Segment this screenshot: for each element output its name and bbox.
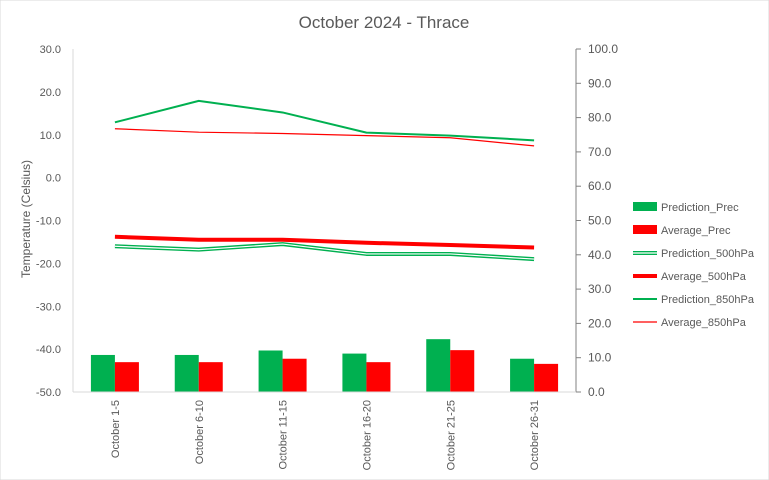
legend-label-average-500hpa: Average_500hPa [661, 271, 747, 283]
legend-label-average-850hpa: Average_850hPa [661, 317, 747, 329]
legend-label-prediction-prec: Prediction_Prec [661, 202, 739, 214]
line-prediction-850hpa [114, 99, 535, 142]
line-average-850hpa [114, 128, 535, 147]
bar-prediction-prec-5 [426, 339, 451, 392]
y-left-tick-label: -50.0 [36, 387, 61, 399]
y-right-tick-label: 20.0 [588, 316, 612, 330]
y-right-tick-label: 90.0 [588, 76, 612, 90]
y-left-tick-label: -40.0 [36, 344, 61, 356]
y-right-tick-label: 100.0 [588, 42, 618, 56]
legend: Prediction_Prec Average_Prec Prediction_50… [633, 202, 755, 329]
line-average-500hpa [114, 234, 535, 250]
legend-label-average-prec: Average_Prec [661, 225, 731, 237]
y-left-tick-label: 30.0 [40, 44, 61, 56]
y-right-tick-label: 80.0 [588, 111, 612, 125]
x-tick-label: October 21-25 [445, 400, 457, 470]
y-right-tick-label: 0.0 [588, 385, 605, 399]
y-right-tick-label: 10.0 [588, 351, 612, 365]
bar-average-prec-1 [114, 362, 139, 392]
bar-average-prec-3 [282, 358, 307, 392]
x-tick-label: October 1-5 [110, 400, 122, 458]
x-tick-label: October 26-31 [529, 400, 541, 470]
bar-prediction-prec-4 [342, 353, 367, 392]
y-left-tick-label: -20.0 [36, 258, 61, 270]
bar-prediction-prec-3 [258, 350, 283, 392]
legend-label-prediction-500hpa: Prediction_500hPa [661, 248, 755, 260]
y-right-tick-label: 70.0 [588, 145, 612, 159]
y-left-tick-label: -10.0 [36, 216, 61, 228]
bar-average-prec-2 [198, 362, 223, 392]
y-right-tick-label: 60.0 [588, 179, 612, 193]
bar-prediction-prec-6 [510, 358, 535, 392]
y-left-tick-label: 0.0 [46, 173, 61, 185]
x-tick-label: October 16-20 [361, 400, 373, 470]
y-left-tick-label: 10.0 [40, 130, 61, 142]
legend-swatch-prediction-prec [633, 202, 657, 211]
y-right-tick-label: 50.0 [588, 214, 612, 228]
y-axis-label: Temperature (Celsius) [19, 160, 33, 278]
bar-average-prec-6 [534, 363, 559, 392]
bar-prediction-prec-2 [174, 354, 199, 392]
y-left-tick-label: 20.0 [40, 87, 61, 99]
chart-title: October 2024 - Thrace [299, 13, 470, 32]
y-right-tick-label: 30.0 [588, 282, 612, 296]
axes-layer: 30.0 20.0 10.0 0.0 -10.0 -20.0 -30.0 -40.0 -50.0… [36, 42, 618, 470]
y-left-tick-label: -30.0 [36, 301, 61, 313]
bar-average-prec-4 [366, 362, 391, 392]
bar-prediction-prec-1 [90, 354, 115, 392]
legend-label-prediction-850hpa: Prediction_850hPa [661, 294, 755, 306]
legend-swatch-average-prec [633, 225, 657, 234]
bar-average-prec-5 [450, 350, 475, 392]
x-tick-label: October 6-10 [194, 400, 206, 464]
x-tick-label: October 11-15 [278, 400, 290, 470]
line-prediction-500hpa-inner [114, 243, 535, 260]
y-right-tick-label: 40.0 [588, 248, 612, 262]
bars-layer [90, 339, 559, 392]
lines-layer [114, 99, 535, 262]
